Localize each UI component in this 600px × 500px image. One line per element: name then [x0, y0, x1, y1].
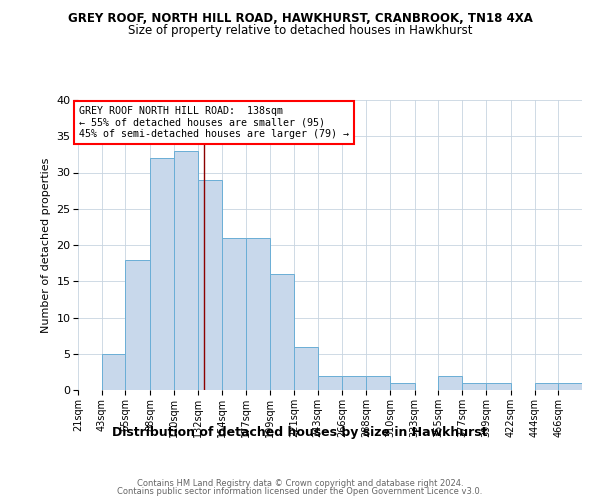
Bar — [439, 376, 462, 390]
Bar — [390, 383, 415, 390]
Bar — [486, 383, 511, 390]
Bar — [294, 346, 317, 390]
Bar — [174, 151, 198, 390]
Bar — [221, 238, 247, 390]
Bar — [198, 180, 221, 390]
Y-axis label: Number of detached properties: Number of detached properties — [41, 158, 50, 332]
Text: GREY ROOF, NORTH HILL ROAD, HAWKHURST, CRANBROOK, TN18 4XA: GREY ROOF, NORTH HILL ROAD, HAWKHURST, C… — [68, 12, 532, 26]
Text: Size of property relative to detached houses in Hawkhurst: Size of property relative to detached ho… — [128, 24, 472, 37]
Bar — [317, 376, 343, 390]
Bar — [462, 383, 486, 390]
Text: Distribution of detached houses by size in Hawkhurst: Distribution of detached houses by size … — [112, 426, 488, 439]
Text: Contains public sector information licensed under the Open Government Licence v3: Contains public sector information licen… — [118, 487, 482, 496]
Text: Contains HM Land Registry data © Crown copyright and database right 2024.: Contains HM Land Registry data © Crown c… — [137, 478, 463, 488]
Bar — [270, 274, 294, 390]
Bar — [102, 354, 125, 390]
Bar — [343, 376, 366, 390]
Bar — [558, 383, 582, 390]
Bar — [247, 238, 270, 390]
Bar — [366, 376, 390, 390]
Text: GREY ROOF NORTH HILL ROAD:  138sqm
← 55% of detached houses are smaller (95)
45%: GREY ROOF NORTH HILL ROAD: 138sqm ← 55% … — [79, 106, 349, 139]
Bar — [125, 260, 151, 390]
Bar — [535, 383, 558, 390]
Bar — [151, 158, 174, 390]
